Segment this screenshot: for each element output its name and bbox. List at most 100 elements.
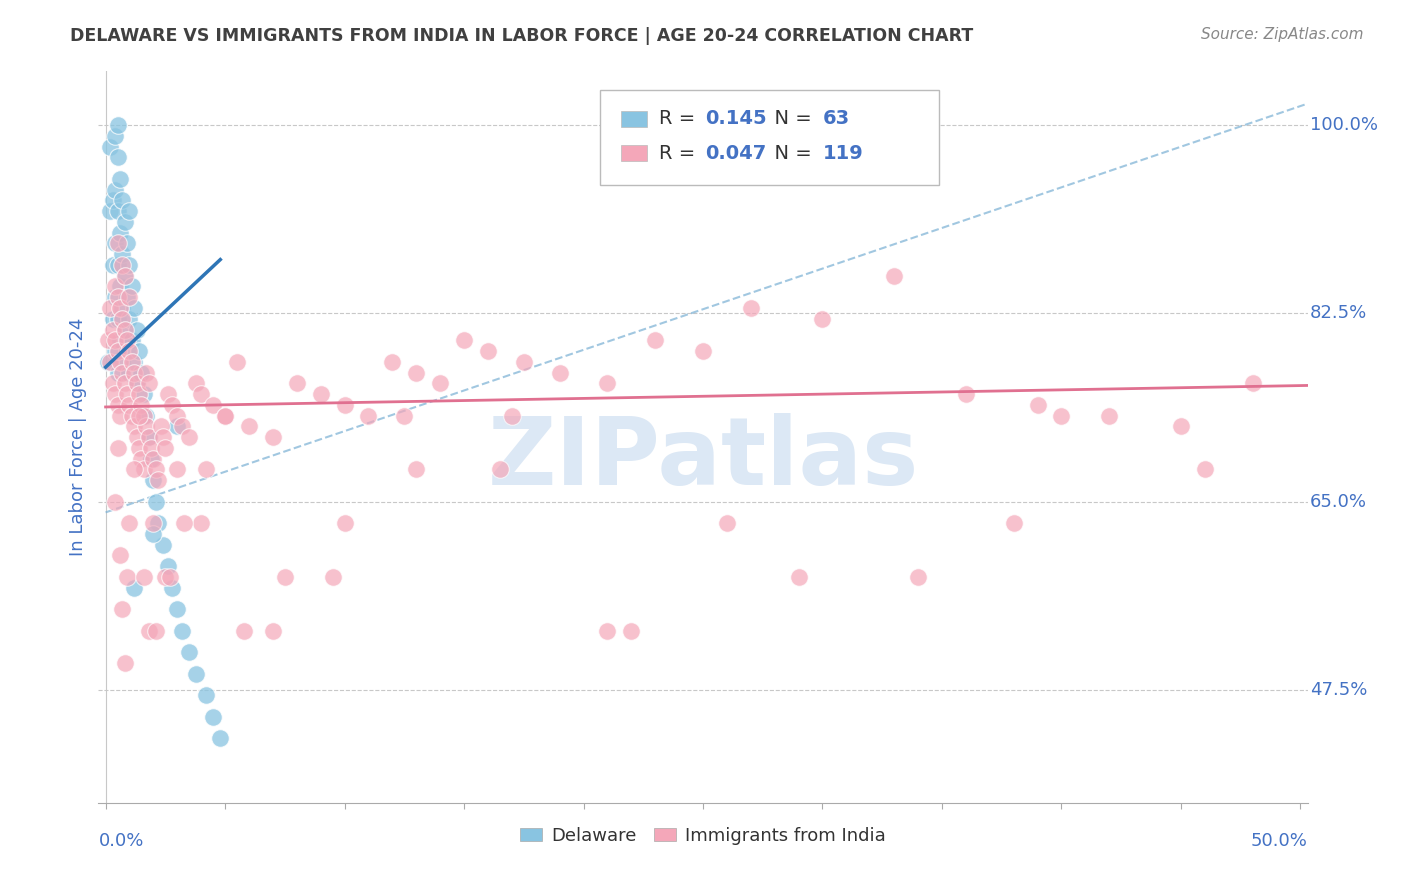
Point: [111, 301, 134, 315]
Point: [115, 333, 138, 347]
Point: [285, 376, 308, 391]
Point: [104, 387, 127, 401]
Point: [274, 570, 297, 584]
Point: [139, 451, 162, 466]
Point: [115, 290, 138, 304]
Point: [125, 376, 148, 391]
Point: [156, 387, 179, 401]
Text: 65.0%: 65.0%: [1310, 492, 1367, 510]
Point: [155, 441, 177, 455]
Point: [166, 602, 188, 616]
Point: [118, 344, 141, 359]
Text: 0.0%: 0.0%: [98, 832, 143, 850]
Point: [357, 409, 380, 423]
Point: [115, 570, 138, 584]
Point: [122, 419, 145, 434]
Point: [115, 236, 138, 251]
Point: [955, 387, 977, 401]
Point: [121, 279, 143, 293]
Point: [107, 258, 129, 272]
Point: [97, 355, 120, 369]
Point: [98, 301, 121, 315]
Point: [146, 473, 169, 487]
Point: [233, 624, 256, 638]
FancyBboxPatch shape: [621, 145, 647, 161]
Point: [104, 236, 127, 251]
Point: [98, 204, 121, 219]
Point: [121, 409, 143, 423]
Point: [122, 355, 145, 369]
Point: [107, 344, 129, 359]
Point: [214, 409, 236, 423]
Point: [138, 430, 160, 444]
Point: [135, 419, 157, 434]
Point: [101, 258, 124, 272]
Point: [111, 311, 134, 326]
Point: [513, 355, 536, 369]
Point: [108, 226, 131, 240]
Point: [107, 441, 129, 455]
Point: [548, 366, 571, 380]
Point: [107, 118, 129, 132]
Point: [118, 398, 141, 412]
Point: [166, 409, 188, 423]
Point: [620, 624, 643, 638]
Point: [209, 731, 232, 746]
Text: 82.5%: 82.5%: [1310, 304, 1367, 322]
Point: [108, 333, 131, 347]
Point: [108, 172, 131, 186]
Point: [262, 624, 284, 638]
Point: [121, 355, 143, 369]
Text: 0.047: 0.047: [706, 144, 766, 162]
Point: [716, 516, 738, 530]
Point: [145, 494, 167, 508]
Point: [135, 409, 157, 423]
Point: [787, 570, 810, 584]
Point: [128, 344, 150, 359]
Point: [166, 462, 188, 476]
Point: [114, 376, 136, 391]
Point: [104, 344, 127, 359]
Point: [489, 462, 512, 476]
Text: DELAWARE VS IMMIGRANTS FROM INDIA IN LABOR FORCE | AGE 20-24 CORRELATION CHART: DELAWARE VS IMMIGRANTS FROM INDIA IN LAB…: [70, 27, 973, 45]
Point: [111, 366, 134, 380]
Point: [159, 570, 181, 584]
Point: [107, 204, 129, 219]
Point: [238, 419, 260, 434]
Point: [128, 441, 150, 455]
Point: [118, 290, 141, 304]
Point: [740, 301, 762, 315]
Point: [98, 355, 121, 369]
Point: [1194, 462, 1216, 476]
Point: [108, 301, 131, 315]
Point: [128, 409, 150, 423]
Point: [118, 311, 141, 326]
Point: [333, 398, 356, 412]
Point: [111, 602, 134, 616]
Point: [405, 366, 427, 380]
Point: [111, 355, 134, 369]
Point: [179, 645, 201, 659]
Point: [108, 279, 131, 293]
Text: R =: R =: [659, 110, 702, 128]
Point: [131, 366, 153, 380]
Point: [202, 398, 225, 412]
Point: [381, 355, 404, 369]
Point: [107, 290, 129, 304]
Text: Source: ZipAtlas.com: Source: ZipAtlas.com: [1201, 27, 1364, 42]
Point: [162, 398, 184, 412]
Point: [118, 204, 141, 219]
Point: [202, 710, 225, 724]
Point: [179, 430, 201, 444]
Point: [190, 387, 212, 401]
Point: [111, 258, 134, 272]
Point: [145, 462, 167, 476]
Point: [107, 236, 129, 251]
Point: [107, 398, 129, 412]
Point: [125, 322, 148, 336]
Point: [115, 387, 138, 401]
Point: [394, 409, 416, 423]
Point: [131, 451, 153, 466]
Point: [1098, 409, 1121, 423]
Point: [125, 430, 148, 444]
